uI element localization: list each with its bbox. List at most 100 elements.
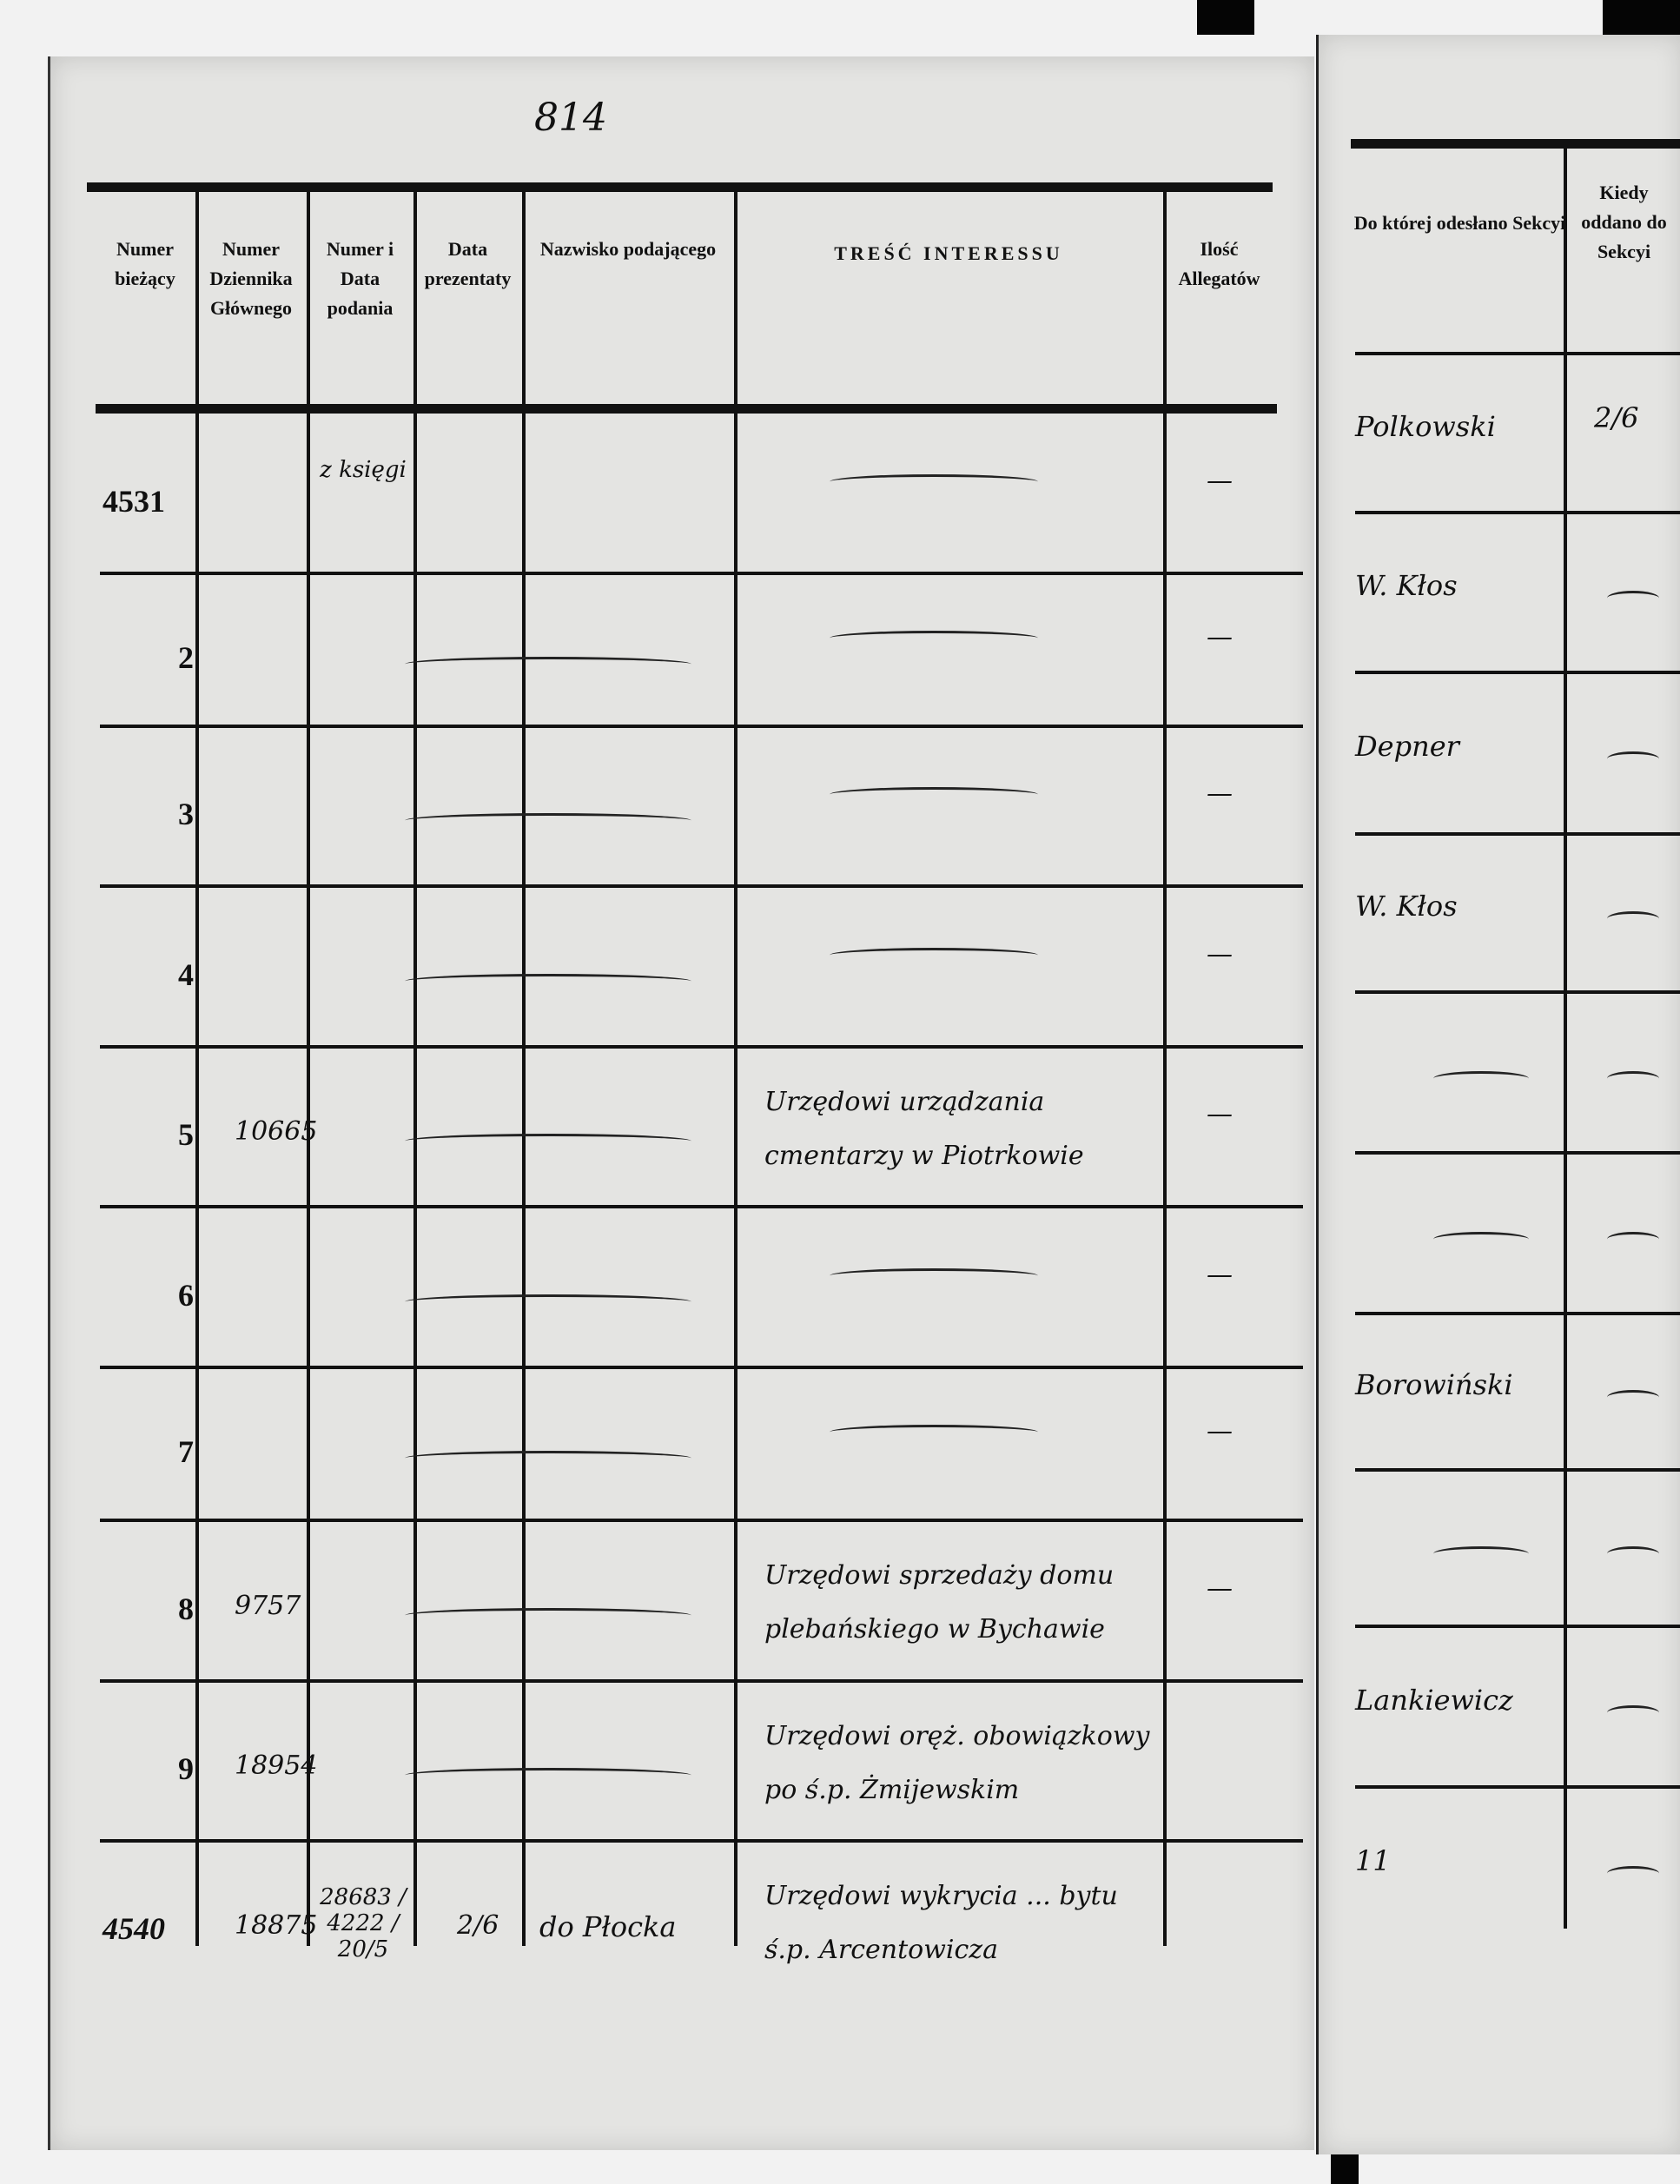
- ditto-mark: [405, 973, 691, 989]
- right-row-rule: [1355, 1151, 1680, 1155]
- column-header: Numer i Data podania: [326, 238, 394, 319]
- ditto-mark: [405, 1451, 691, 1466]
- right-row-rule: [1355, 1785, 1680, 1789]
- right-column-header: Do której odesłano Sekcyi: [1353, 212, 1566, 234]
- attachments-count: —: [1207, 1099, 1233, 1129]
- row-rule: [100, 1839, 1303, 1843]
- column-rule: [734, 182, 737, 1946]
- section-name: Lankiewicz: [1355, 1683, 1513, 1717]
- ditto-mark: [1433, 1546, 1529, 1561]
- column-rule: [522, 182, 526, 1946]
- row-number: 3: [178, 797, 194, 831]
- column-rule: [195, 182, 199, 1946]
- row-number: 4531: [103, 483, 165, 519]
- right-row-rule: [1355, 832, 1680, 836]
- matter-content: Urzędowi oręż. obowiązkowy po ś.p. Żmije…: [764, 1721, 1150, 1805]
- section-date: 2/6: [1594, 400, 1639, 434]
- ditto-mark: [1607, 911, 1659, 926]
- column-rule: [307, 182, 310, 1946]
- row-number: 4540: [103, 1910, 165, 1946]
- petition-number-date: 28683 / 4222 / 20/5: [320, 1883, 407, 1962]
- ditto-mark: [1433, 1231, 1529, 1247]
- ditto-mark: [1433, 1070, 1529, 1086]
- ditto-mark: [405, 1294, 691, 1309]
- ditto-mark: [1607, 751, 1659, 766]
- attachments-count: —: [1207, 1572, 1233, 1604]
- ditto-mark: [830, 631, 1038, 645]
- row-rule: [100, 572, 1303, 575]
- section-name: Depner: [1355, 730, 1459, 763]
- ditto-mark: [830, 473, 1038, 489]
- matter-content: Urzędowi sprzedaży domu plebańskiego w B…: [764, 1560, 1114, 1645]
- row-rule: [100, 1679, 1303, 1683]
- right-register-page: [1316, 35, 1680, 2154]
- attachments-count: —: [1207, 778, 1233, 809]
- column-rule: [1163, 182, 1167, 1946]
- row-number: 9: [178, 1751, 194, 1786]
- column-header: TREŚĆ INTERESSU: [834, 242, 1063, 264]
- ditto-mark: [1607, 1704, 1659, 1720]
- section-name: W. Kłos: [1355, 569, 1458, 602]
- ditto-mark: [1607, 1865, 1659, 1881]
- ditto-mark: [830, 1425, 1038, 1439]
- section-name: 11: [1355, 1843, 1391, 1877]
- header-top-rule: [87, 182, 1273, 192]
- row-rule: [100, 1045, 1303, 1049]
- attachments-count: —: [1207, 1416, 1233, 1446]
- ditto-mark: [405, 1768, 691, 1783]
- column-header: Numer Dziennika Głównego: [209, 238, 293, 319]
- row-number: 4: [178, 956, 194, 992]
- petition-number-date: z księgi: [320, 456, 407, 483]
- right-row-rule: [1355, 1312, 1680, 1315]
- attachments-count: —: [1207, 938, 1233, 970]
- row-number: 2: [178, 640, 194, 675]
- ditto-mark: [405, 1134, 691, 1148]
- presentation-date: 2/6: [457, 1909, 499, 1941]
- journal-number: 18954: [235, 1751, 318, 1781]
- ditto-mark: [830, 787, 1038, 802]
- row-rule: [100, 1205, 1303, 1208]
- attachments-count: —: [1207, 1259, 1233, 1290]
- ditto-mark: [1607, 1390, 1659, 1405]
- scan-edge-bar: [1603, 0, 1680, 35]
- journal-number: 9757: [235, 1590, 301, 1621]
- row-rule: [100, 725, 1303, 728]
- matter-content: Urzędowi urządzania cmentarzy w Piotrkow…: [764, 1087, 1084, 1171]
- journal-number: 10665: [235, 1116, 318, 1147]
- ditto-mark: [830, 947, 1038, 963]
- journal-number: 18875: [235, 1909, 318, 1941]
- section-name: Polkowski: [1355, 409, 1496, 443]
- right-row-rule: [1355, 671, 1680, 674]
- scan-edge-bar: [1197, 0, 1254, 35]
- ditto-mark: [1607, 1546, 1659, 1561]
- column-header: Nazwisko podającego: [539, 238, 717, 260]
- matter-content: Urzędowi wykrycia ... bytu ś.p. Arcentow…: [764, 1881, 1118, 1965]
- row-rule: [100, 884, 1303, 888]
- section-name: W. Kłos: [1355, 890, 1458, 923]
- attachments-count: —: [1207, 622, 1233, 652]
- right-row-rule: [1355, 1625, 1680, 1628]
- ditto-mark: [405, 657, 691, 672]
- attachments-count: —: [1207, 465, 1233, 496]
- right-column-header: Kiedy oddano do Sekcyi: [1581, 182, 1667, 262]
- column-rule: [413, 182, 417, 1946]
- row-number: 6: [178, 1277, 194, 1313]
- right-header-top-rule: [1351, 139, 1680, 149]
- right-row-rule: [1355, 511, 1680, 514]
- ditto-mark: [1607, 1231, 1659, 1247]
- row-number: 8: [178, 1591, 194, 1626]
- ditto-mark: [405, 813, 691, 828]
- ditto-mark: [1607, 591, 1659, 606]
- row-rule: [100, 1519, 1303, 1522]
- right-row-rule: [1355, 1468, 1680, 1472]
- row-number: 5: [178, 1117, 194, 1152]
- ditto-mark: [1607, 1070, 1659, 1086]
- section-name: Borowiński: [1355, 1368, 1513, 1401]
- column-header: Numer bieżący: [115, 238, 175, 289]
- column-header: Ilość Allegatów: [1178, 238, 1260, 289]
- ditto-mark: [405, 1607, 691, 1623]
- column-header: Data prezentaty: [424, 238, 512, 289]
- right-column-rule: [1564, 139, 1567, 1929]
- ditto-mark: [830, 1267, 1038, 1283]
- row-rule: [100, 1366, 1303, 1369]
